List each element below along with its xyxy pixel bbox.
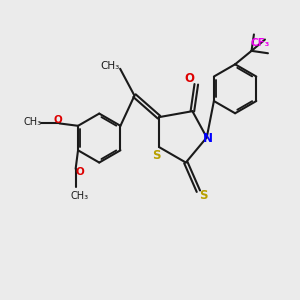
Text: O: O	[54, 115, 62, 125]
Text: O: O	[76, 167, 85, 177]
Text: S: S	[200, 189, 208, 202]
Text: CH₃: CH₃	[24, 117, 42, 127]
Text: S: S	[152, 149, 161, 162]
Text: CH₃: CH₃	[70, 191, 88, 201]
Text: CF₃: CF₃	[251, 38, 270, 48]
Text: O: O	[185, 72, 195, 86]
Text: CH₃: CH₃	[100, 61, 119, 71]
Text: N: N	[203, 133, 213, 146]
